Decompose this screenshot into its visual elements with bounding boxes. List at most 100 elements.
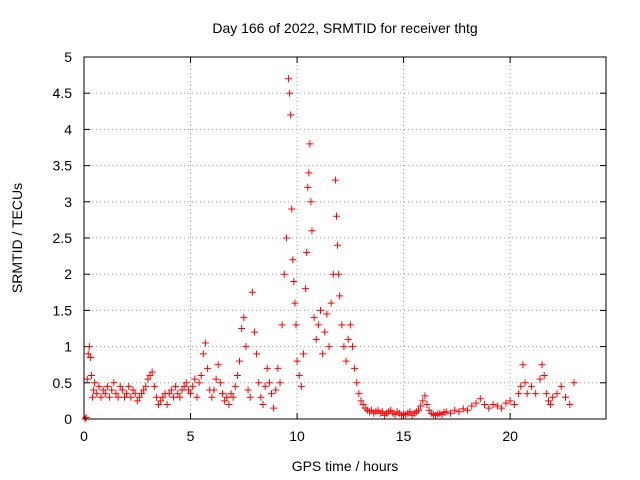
data-point [455, 408, 463, 416]
data-point [138, 390, 146, 398]
data-point [210, 386, 218, 394]
x-tick-label: 5 [187, 428, 195, 444]
data-point [199, 350, 207, 358]
data-point [344, 335, 352, 343]
data-point [423, 401, 431, 409]
data-point [485, 404, 493, 412]
data-point [321, 328, 329, 336]
data-point [114, 393, 122, 401]
data-point [174, 390, 182, 398]
data-point [542, 390, 550, 398]
data-point [129, 386, 137, 394]
data-point [451, 406, 459, 414]
data-point [562, 393, 570, 401]
data-point [267, 390, 275, 398]
data-point [93, 390, 101, 398]
x-tick-label: 0 [80, 428, 88, 444]
y-tick-label: 2.5 [53, 230, 73, 246]
data-point [110, 379, 118, 387]
data-point [244, 386, 252, 394]
data-point [297, 382, 305, 390]
data-point [263, 364, 271, 372]
data-point [83, 375, 91, 383]
data-point [325, 343, 333, 351]
data-point [238, 325, 246, 332]
data-point [476, 395, 484, 403]
data-point [553, 390, 561, 398]
data-point [140, 386, 148, 394]
data-point [231, 382, 239, 390]
data-point [169, 393, 177, 401]
data-point [406, 408, 414, 416]
data-point [319, 350, 327, 358]
data-point [146, 372, 154, 380]
data-point [308, 227, 316, 235]
y-tick-label: 4.5 [53, 85, 73, 101]
data-point [233, 372, 241, 380]
y-tick-label: 2 [64, 266, 72, 282]
x-tick-label: 15 [396, 428, 412, 444]
data-point [182, 379, 190, 387]
data-point [351, 364, 359, 372]
data-point [103, 382, 111, 390]
data-point [187, 390, 195, 398]
data-point [515, 390, 523, 398]
data-point [316, 306, 324, 314]
data-point [178, 386, 186, 394]
y-tick-label: 3 [64, 194, 72, 210]
data-point [331, 176, 339, 184]
data-point [85, 343, 93, 351]
data-point [195, 379, 203, 387]
data-points [81, 75, 578, 423]
data-point [106, 393, 114, 401]
data-point [417, 402, 425, 410]
data-point [306, 140, 314, 148]
data-point [517, 382, 525, 390]
data-point [459, 405, 467, 413]
data-point [142, 382, 150, 390]
data-point [521, 379, 529, 387]
data-point [287, 111, 295, 119]
data-point [97, 393, 105, 401]
data-point [84, 350, 92, 358]
data-point [248, 288, 256, 296]
data-point [305, 169, 313, 177]
y-axis-title: SRMTID / TECUs [9, 183, 25, 293]
data-point [519, 361, 527, 369]
data-point [327, 299, 335, 307]
data-point [221, 397, 229, 405]
data-point [116, 382, 124, 390]
data-point [421, 392, 429, 400]
data-point [127, 393, 135, 401]
data-point [442, 408, 450, 416]
data-point [544, 397, 552, 405]
data-point [197, 372, 205, 380]
data-point [307, 198, 315, 206]
x-axis-title: GPS time / hours [292, 458, 399, 474]
data-point [180, 382, 188, 390]
data-point [286, 89, 294, 97]
data-point [212, 375, 220, 383]
y-tick-label: 3.5 [53, 158, 73, 174]
data-point [223, 393, 231, 401]
data-point [163, 401, 171, 409]
data-point [152, 393, 160, 401]
data-point [295, 372, 303, 380]
data-point [312, 335, 320, 343]
y-tick-label: 4 [64, 121, 72, 137]
data-point [227, 390, 235, 398]
data-point [89, 393, 97, 401]
data-point [250, 328, 258, 336]
data-point [120, 393, 128, 401]
data-point [208, 393, 216, 401]
data-point [291, 299, 299, 307]
data-point [278, 321, 286, 329]
data-point [133, 397, 141, 405]
data-point [336, 292, 344, 300]
data-point [472, 399, 480, 407]
data-point [131, 390, 139, 398]
data-point [342, 357, 350, 365]
data-point [86, 353, 94, 361]
data-point [240, 314, 248, 322]
data-point [282, 234, 290, 242]
